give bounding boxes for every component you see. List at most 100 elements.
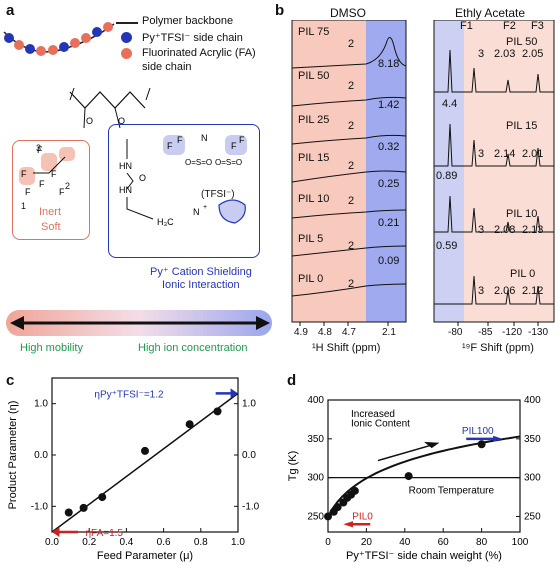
dmso-row-peak: 2 [348,38,355,50]
y-tick-label-left: 400 [307,395,324,406]
py-side-chain-box: F F F F N O=S=O O=S=O HN HN O N + H₃C (T… [108,124,260,258]
svg-text:F: F [37,145,43,155]
chain-beads [4,22,113,56]
svg-text:O: O [139,173,146,183]
dmso-row-name: PIL 15 [298,152,330,164]
ea-row-va: 2.08 [494,224,516,236]
dmso-row-name: PIL 5 [298,233,324,245]
dmso-row-value: 0.21 [378,217,400,229]
data-point [64,508,73,517]
x-tick-label: 40 [399,537,411,548]
arrow-red-head [52,527,60,537]
dmso-row-peak: 2 [348,195,355,207]
dmso-row-peak: 2 [348,80,355,92]
arrow-increase-head [424,441,440,449]
arrow-blue-head [230,388,238,399]
dmso-spectra [291,37,407,297]
y-tick-label-right: 1.0 [242,399,256,410]
y-tick-label-left: 300 [307,473,324,484]
svg-text:O: O [86,116,93,126]
f1-header: F1 [460,20,473,32]
data-point [141,446,149,455]
dmso-title: DMSO [330,6,366,20]
svg-text:H₃C: H₃C [157,217,174,227]
y-tick-label-right: 250 [524,511,541,522]
ea-row-name: PIL 15 [506,120,538,132]
high-ion-concentration-label: High ion concentration [138,342,248,354]
plot-frame [327,399,521,533]
fa-label-n1: 1 [21,201,27,211]
x-tick-label: 1.0 [231,537,245,548]
tick-label: -85 [478,327,493,338]
f2-header: F2 [503,20,516,32]
svg-text:F: F [177,135,183,145]
annotation-increase: Increased [351,409,395,420]
x-tick-label: 60 [438,537,450,548]
ethyl-acetate-title: Ethly Acetate [455,6,526,20]
y-tick-label-left: 350 [307,434,324,445]
svg-text:O: O [118,116,125,126]
fit-line [51,392,239,533]
x-axis-label: Py⁺TFSI⁻ side chain weight (%) [346,550,502,562]
annotation-bottom: PIL0 [352,512,373,523]
dmso-row-value: 1.42 [378,99,400,111]
tick-label: 4.7 [342,327,356,338]
svg-text:HN: HN [119,185,132,195]
f3-header: F3 [531,20,544,32]
panel-d-label: d [287,372,297,389]
fa-label-n3: 3 [36,143,42,153]
svg-text:F: F [21,169,27,179]
data-point [185,420,194,429]
svg-text:N: N [193,207,200,217]
nmr-1h-plot [291,20,407,326]
svg-text:N: N [201,133,208,143]
dmso-row-value: 0.25 [378,178,400,190]
svg-text:F: F [51,169,57,179]
high-mobility-label: High mobility [20,342,83,354]
double-arrow-icon [10,316,270,330]
data-point [404,472,413,481]
ea-row-vb: 2.05 [522,48,544,60]
y-tick-label-left: 1.0 [34,399,48,410]
fa-structure: F F F F F F [19,145,75,197]
nmr-19f-plot [433,20,555,326]
ea-row-ratio: 4.4 [442,98,458,110]
dmso-row-peak: 2 [348,278,355,290]
data-point [213,407,222,416]
x-axis-ticks [299,322,389,326]
py-tfsi-structure: F F F F N O=S=O O=S=O HN HN O N + H₃C [119,133,247,227]
arrow-increase-shaft [377,444,432,462]
tick-label: -120 [502,327,523,338]
fa-inert-label: Inert [39,206,62,218]
ea-row-va: 2.03 [494,48,516,60]
dmso-row-name: PIL 0 [298,273,324,285]
dmso-row-peak: 2 [348,160,355,172]
svg-text:F: F [167,141,173,151]
panel-a-label: a [6,2,15,19]
tfsi-label: (TFSI⁻) [201,189,235,200]
tick-label: 2.1 [382,327,396,338]
dmso-row-name: PIL 10 [298,193,330,205]
ea-row-name: PIL 0 [510,268,536,280]
ea-row-ratio: 0.59 [436,240,458,252]
ea-row-v3: 3 [478,224,485,236]
svg-text:F: F [231,141,237,151]
panel-b-label: b [275,2,285,19]
panel-c-label: c [6,372,15,389]
ea-x-axis-label: ¹⁹F Shift (ppm) [462,342,534,354]
x-tick-label: 0.8 [194,537,208,548]
dmso-row-peak: 2 [348,120,355,132]
fa-label-n2: 2 [65,181,71,191]
tick-label: 4.8 [318,327,332,338]
x-tick-label: 0.4 [119,537,133,548]
y-tick-label-right: 400 [524,395,541,406]
data-point [98,493,107,502]
svg-text:F: F [239,135,245,145]
x-axis-ticks [457,322,539,326]
svg-text:O=S=O: O=S=O [215,158,242,167]
y-tick-label-left: 250 [307,511,324,522]
ea-row-vb: 2.12 [522,285,544,297]
ea-row-v3: 3 [478,148,485,160]
dmso-row-name: PIL 75 [298,26,330,38]
x-tick-label: 20 [361,537,373,548]
